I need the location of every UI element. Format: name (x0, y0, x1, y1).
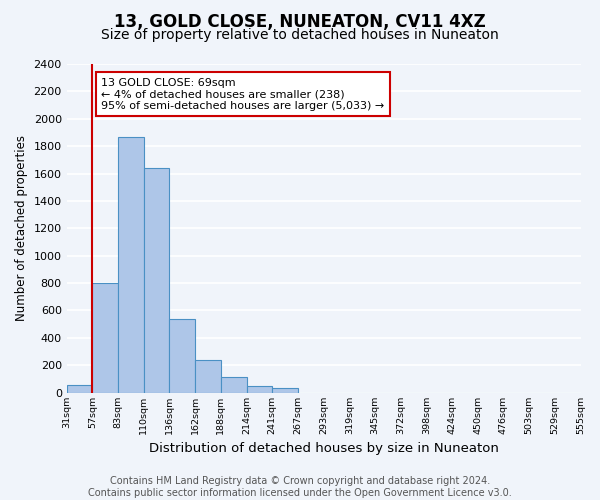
Bar (195, 360, 221, 392)
Bar (169, 318, 195, 392)
Text: 13, GOLD CLOSE, NUNEATON, CV11 4XZ: 13, GOLD CLOSE, NUNEATON, CV11 4XZ (114, 12, 486, 30)
Bar (221, 378, 247, 392)
Text: Contains HM Land Registry data © Crown copyright and database right 2024.
Contai: Contains HM Land Registry data © Crown c… (88, 476, 512, 498)
Bar (118, 136, 144, 392)
Bar (144, 168, 169, 392)
Bar (247, 386, 272, 392)
Bar (92, 283, 118, 393)
Text: Size of property relative to detached houses in Nuneaton: Size of property relative to detached ho… (101, 28, 499, 42)
X-axis label: Distribution of detached houses by size in Nuneaton: Distribution of detached houses by size … (149, 442, 499, 455)
Text: 13 GOLD CLOSE: 69sqm
← 4% of detached houses are smaller (238)
95% of semi-detac: 13 GOLD CLOSE: 69sqm ← 4% of detached ho… (101, 78, 385, 111)
Y-axis label: Number of detached properties: Number of detached properties (15, 136, 28, 322)
Bar (67, 385, 92, 392)
Bar (272, 388, 298, 392)
